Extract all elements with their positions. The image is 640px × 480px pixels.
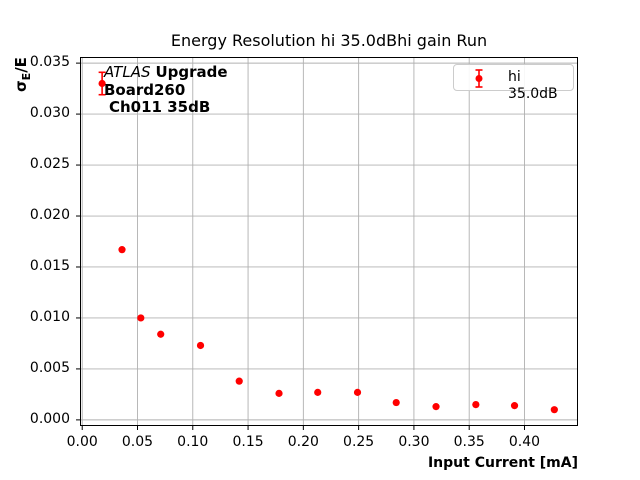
axes-spines [80,57,578,426]
y-axis-label-subscript: E [20,72,33,81]
data-point [353,388,362,396]
data-point [550,406,558,414]
annotation-line-board: Board260 [104,80,186,99]
chart-title: Energy Resolution hi 35.0dBhi gain Run [170,31,488,50]
y-tick-label: 0.020 [29,207,70,224]
data-point [432,403,440,411]
data-point [157,330,165,338]
y-tick-label: 0.025 [29,156,70,173]
annotation-experiment-name: ATLAS [104,63,151,81]
data-point [392,398,400,407]
legend-label: hi 35.0dB [508,69,558,102]
y-axis-label-sigma: σ [12,80,30,92]
x-axis-label: Input Current [mA] [427,455,578,471]
y-tick-label: 0.030 [29,105,70,122]
x-tick-label: 0.10 [177,434,209,450]
y-tick-label: 0.035 [29,54,70,71]
data-point [472,400,480,409]
data-point [196,341,205,350]
x-tick-label: 0.00 [66,434,98,450]
data-point [235,377,243,385]
x-tick-label: 0.20 [287,434,319,450]
annotation-upgrade: Upgrade [155,63,228,81]
annotation-line-channel: Ch011 35dB [109,98,211,116]
x-tick-label: 0.30 [398,434,430,450]
y-tick-label: 0.010 [29,308,70,325]
data-point [98,79,106,88]
legend-marker-dot [475,75,483,82]
x-tick-label: 0.35 [453,434,485,450]
annotation-block: ATLAS Upgrade Board260 Ch011 35dB [104,63,228,117]
data-point [137,314,145,322]
legend-errorbar-marker-icon [475,69,483,88]
data-point [275,389,283,397]
annotation-line-experiment: ATLAS Upgrade [104,63,228,82]
x-tick-label: 0.40 [508,434,541,450]
y-tick-label: 0.000 [29,410,70,427]
legend-box: hi 35.0dB [453,64,574,102]
data-point [510,402,519,410]
x-tick-label: 0.15 [232,434,264,450]
data-point [314,388,322,396]
x-tick-label: 0.25 [343,434,375,450]
x-tick-label: 0.05 [121,434,154,450]
y-tick-label: 0.015 [29,257,70,274]
y-tick-label: 0.005 [29,359,70,376]
data-point [118,246,126,254]
